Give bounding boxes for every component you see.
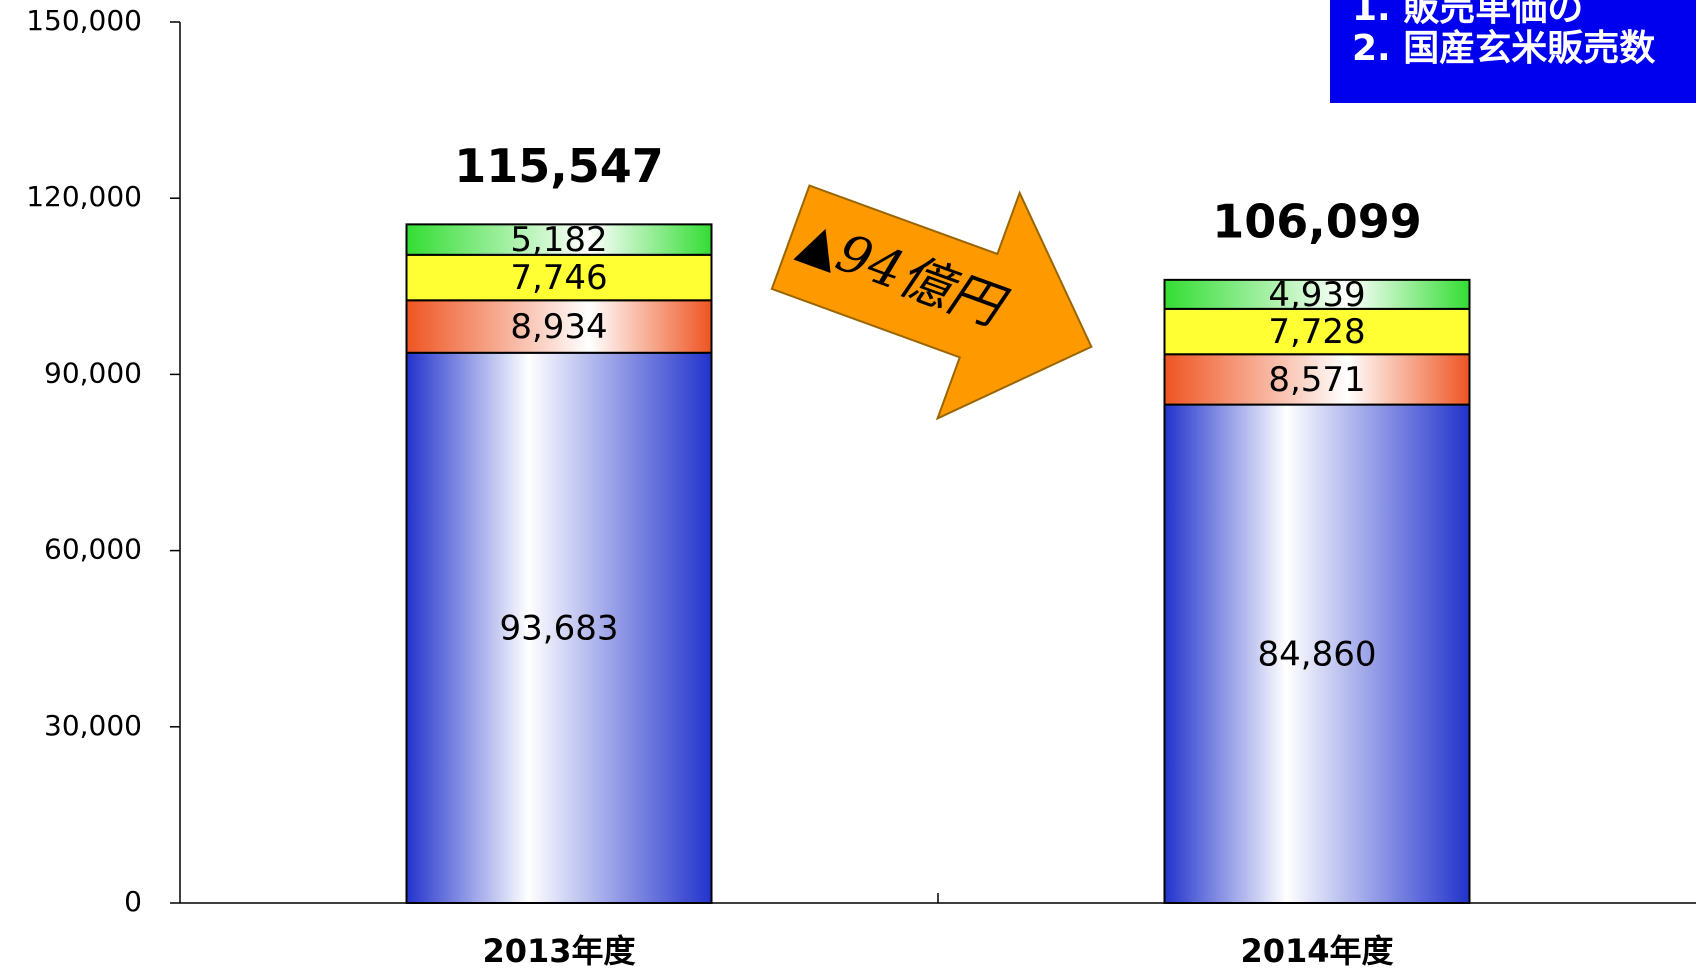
bar-segment — [405, 351, 713, 905]
total-label: 106,099 — [1212, 194, 1422, 248]
y-tick-label: 0 — [124, 885, 142, 918]
segment-label: 4,939 — [1268, 275, 1365, 315]
note-box — [1330, 0, 1696, 103]
bar-segment — [1163, 307, 1471, 356]
segment-label: 5,182 — [510, 220, 607, 260]
bar-segment — [1163, 278, 1471, 310]
segment-label: 8,934 — [510, 307, 607, 347]
bar-segment — [405, 253, 713, 302]
segment-label: 8,571 — [1268, 360, 1365, 400]
note-line: 1. 販売単価の — [1352, 0, 1583, 29]
segment-label: 7,728 — [1268, 312, 1365, 352]
total-label: 115,547 — [454, 139, 664, 193]
bar-segment — [1163, 403, 1471, 904]
arrow-annotation: ▲94億円 — [770, 184, 1093, 421]
y-tick-label: 60,000 — [44, 533, 142, 566]
x-tick-label: 2014年度 — [1240, 932, 1393, 970]
segment-label: 84,860 — [1258, 634, 1377, 674]
y-tick-label: 90,000 — [44, 356, 142, 389]
segment-label: 7,746 — [510, 258, 607, 298]
arrow — [770, 184, 1093, 421]
x-tick-label: 2013年度 — [482, 932, 635, 970]
bar-segment — [405, 299, 713, 354]
bar-segment — [405, 223, 713, 256]
note-line: 2. 国産玄米販売数 — [1352, 28, 1655, 69]
y-tick-label: 150,000 — [26, 4, 142, 37]
segment-label: 93,683 — [500, 608, 619, 648]
y-tick-label: 120,000 — [26, 180, 142, 213]
bar-segment — [1163, 353, 1471, 406]
y-tick-label: 30,000 — [44, 709, 142, 742]
